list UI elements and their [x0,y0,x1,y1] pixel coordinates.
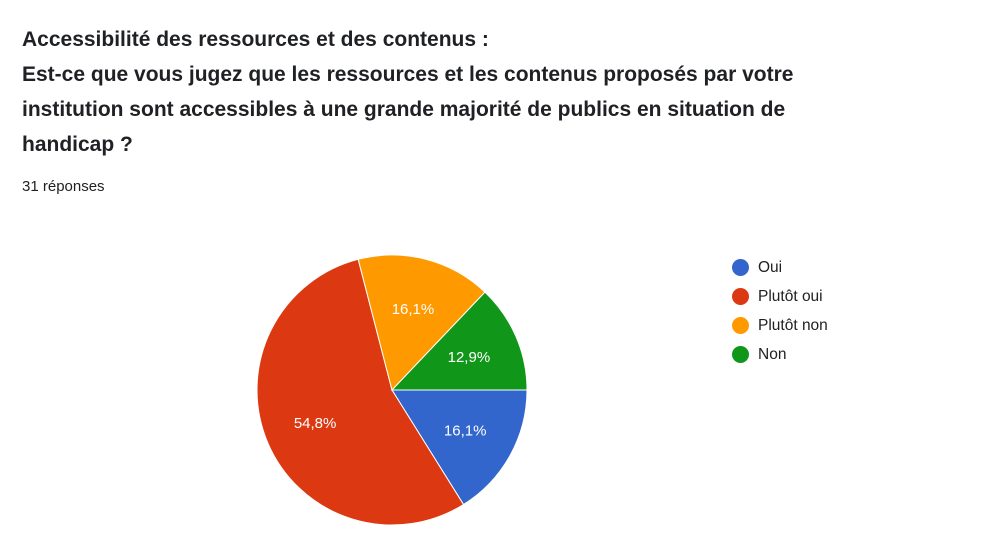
legend-label: Plutôt non [758,316,828,334]
legend-item[interactable]: Non [732,340,828,369]
pie-slice-plut-t-oui[interactable] [256,258,465,526]
title-line: handicap ? [22,133,133,156]
legend-swatch [732,346,749,363]
response-count: 31 réponses [22,178,105,195]
legend-item[interactable]: Oui [732,253,828,282]
legend-swatch [732,288,749,305]
legend-label: Non [758,345,787,363]
legend-label: Oui [758,258,783,276]
title-line: institution sont accessibles à une grand… [22,98,786,121]
slice-label: 16,1% [444,423,487,440]
pie-slice-non[interactable] [390,291,528,391]
slice-label: 12,9% [448,349,491,366]
pie-slice-plut-t-non[interactable] [357,254,486,391]
slice-label: 16,1% [392,301,435,318]
legend: Oui Plutôt oui Plutôt non Non [732,253,828,369]
legend-item[interactable]: Plutôt non [732,311,828,340]
question-title: Accessibilité des ressources et des cont… [22,22,793,162]
pie-slice-oui[interactable] [391,389,528,506]
legend-swatch [732,317,749,334]
legend-label: Plutôt oui [758,287,823,305]
legend-swatch [732,259,749,276]
title-line: Accessibilité des ressources et des cont… [22,28,489,51]
title-line: Est-ce que vous jugez que les ressources… [22,63,794,86]
slice-label: 54,8% [294,415,337,432]
legend-item[interactable]: Plutôt oui [732,282,828,311]
